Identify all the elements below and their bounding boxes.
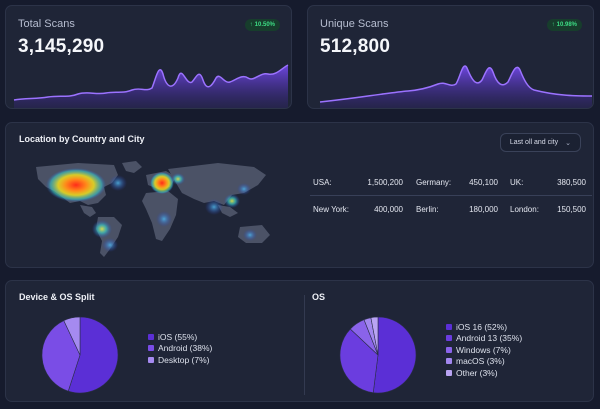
legend-item: Other (3%) (446, 367, 522, 378)
cell-key: London: (510, 204, 539, 214)
table-row: New York: 400,000 Berlin: 180,000 London: 150… (310, 196, 592, 222)
heat-spots (46, 168, 257, 252)
legend-item: iOS 16 (52%) (446, 321, 522, 332)
location-table: USA: 1,500,200 Germany: 450,100 UK: 380,500 Ne… (310, 170, 592, 222)
table-cell: Germany: 450,100 (409, 178, 504, 187)
legend-label: iOS 16 (52%) (456, 321, 508, 332)
device-pie-chart (41, 316, 119, 394)
location-filter-dropdown[interactable]: Last oll and city ⌄ (499, 133, 581, 152)
pie-slice[interactable] (41, 320, 81, 392)
device-title: Device & OS Split (19, 292, 95, 302)
legend-item: iOS (55%) (148, 331, 212, 342)
legend-item: macOS (3%) (446, 356, 522, 367)
table-cell: London: 150,500 (504, 205, 592, 214)
trend-badge: ↑ 10.50% (244, 19, 280, 31)
legend-label: Android 13 (35%) (456, 333, 523, 343)
kpi-value: 512,800 (320, 36, 391, 57)
legend-label: Other (3%) (456, 367, 498, 378)
table-cell: New York: 400,000 (310, 205, 409, 214)
legend-swatch (446, 346, 452, 353)
trend-badge-value: 10.98% (556, 22, 577, 28)
trend-badge-value: 10.50% (254, 22, 275, 28)
chevron-down-icon: ⌄ (565, 139, 571, 147)
legend-swatch (148, 333, 154, 340)
legend-item: Android (38%) (148, 343, 212, 354)
pie-slice[interactable] (339, 328, 379, 394)
cell-key: USA: (313, 178, 332, 187)
os-legend: iOS 16 (52%) Android 13 (35%) Windows (7%)… (446, 321, 522, 379)
legend-label: macOS (3%) (456, 356, 505, 366)
legend-swatch (148, 345, 154, 351)
legend-label: iOS (55%) (158, 331, 198, 342)
legend-swatch (446, 323, 452, 330)
pie-slice[interactable] (67, 316, 119, 394)
cell-value: 400,000 (374, 204, 403, 214)
pie-slice[interactable] (370, 316, 379, 356)
legend-item: Windows (7%) (446, 344, 522, 355)
os-title: OS (312, 292, 326, 302)
legend-item: Android 13 (35%) (446, 333, 522, 344)
arrow-up-icon: ↑ (551, 22, 555, 28)
legend-swatch (148, 356, 154, 363)
legend-item: Desktop (7%) (148, 354, 212, 365)
cell-key: UK: (510, 178, 524, 187)
table-cell: UK: 380,500 (504, 178, 592, 187)
arrow-up-icon: ↑ (249, 22, 253, 28)
table-cell: USA: 1,500,200 (310, 178, 409, 187)
device-legend: iOS (55%) Android (38%) Desktop (7%) (148, 331, 212, 366)
legend-label: Windows (7%) (456, 344, 511, 355)
sparkline-total-scans (13, 64, 289, 108)
os-pie-chart (339, 316, 417, 394)
kpi-value: 3,145,290 (18, 36, 105, 57)
trend-badge: ↑ 10.98% (546, 19, 582, 31)
kpi-card-unique-scans: Unique Scans 512,800 ↑ 10.98% (307, 5, 594, 109)
location-title: Location by Country and City (19, 134, 145, 144)
pie-slice[interactable] (372, 316, 417, 394)
legend-label: Desktop (7%) (158, 354, 210, 365)
cell-value: 450,100 (469, 178, 498, 187)
cell-value: 380,500 (557, 178, 586, 187)
cell-key: New York: (313, 204, 350, 214)
section-divider (304, 295, 305, 395)
pie-slice[interactable] (63, 316, 81, 356)
table-row: USA: 1,500,200 Germany: 450,100 UK: 380,500 (310, 170, 592, 196)
cell-value: 150,500 (557, 204, 586, 214)
legend-swatch (446, 335, 452, 341)
cell-key: Berlin: (416, 204, 439, 214)
legend-swatch (446, 358, 452, 364)
legend-swatch (446, 369, 452, 376)
location-card: Location by Country and City Last oll an… (5, 122, 594, 268)
kpi-card-total-scans: Total Scans 3,145,290 ↑ 10.50% (5, 5, 292, 109)
cell-key: Germany: (416, 178, 452, 187)
world-heatmap[interactable] (18, 157, 290, 261)
kpi-label: Total Scans (18, 18, 75, 30)
table-cell: Berlin: 180,000 (409, 205, 504, 214)
kpi-label: Unique Scans (320, 18, 389, 30)
dropdown-label: Last oll and city (509, 139, 559, 146)
sparkline-unique-scans (319, 65, 593, 108)
device-os-card: Device & OS Split OS iOS (55%) Android (3… (5, 280, 594, 402)
legend-label: Android (38%) (158, 343, 213, 353)
cell-value: 180,000 (469, 204, 498, 214)
cell-value: 1,500,200 (367, 178, 403, 187)
